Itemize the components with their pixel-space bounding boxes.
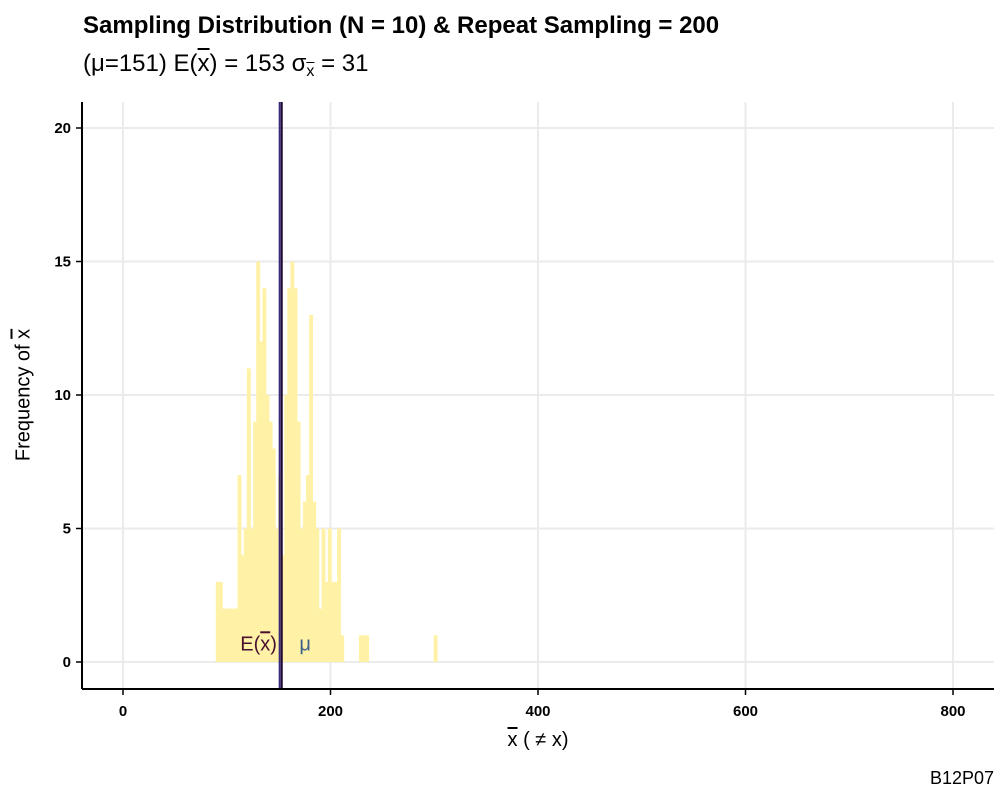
histogram-bar-41	[358, 635, 363, 662]
histogram-bar-23	[287, 288, 292, 662]
histogram-bar-5	[231, 608, 236, 662]
histogram-bar-18	[271, 448, 276, 662]
histogram-bar-7	[237, 475, 242, 662]
x-tick-label-200: 200	[318, 703, 343, 720]
mu-label: μ	[299, 633, 311, 655]
histogram-bar-28	[302, 501, 307, 662]
x-tick-label-0: 0	[119, 703, 127, 720]
histogram-bar-6	[234, 608, 239, 662]
histogram-bar-3	[225, 608, 230, 662]
histogram-bar-9	[243, 528, 248, 662]
histogram-bar-16	[265, 395, 270, 662]
histogram-bar-19	[274, 528, 279, 662]
subtitle-prefix: (μ=151) E(	[83, 50, 198, 77]
histogram-bar-8	[240, 555, 245, 662]
histogram-bar-22	[284, 395, 289, 662]
histogram-bar-43	[365, 635, 370, 662]
x-axis-label-xbar: x	[507, 729, 518, 751]
histogram-bar-27	[299, 528, 304, 662]
histogram-bar-26	[296, 421, 301, 662]
y-tick-label-0: 0	[63, 654, 71, 671]
subtitle-mid: ) = 153 σ	[209, 50, 307, 77]
x-tick-label-600: 600	[733, 703, 758, 720]
histogram-bar-38	[334, 581, 338, 662]
histogram-bar-40	[340, 635, 345, 662]
histogram-bar-12	[253, 421, 258, 662]
histogram-bar-42	[362, 635, 366, 662]
chart-title: Sampling Distribution (N = 10) & Repeat …	[83, 12, 720, 39]
subtitle-sigma-subscript: x	[306, 63, 315, 80]
histogram-bar-15	[262, 288, 267, 662]
y-tick-label-15: 15	[54, 254, 71, 271]
histogram-bar-31	[312, 501, 317, 662]
histogram-bar-21	[281, 555, 286, 662]
expected-value-label: E(x)	[240, 633, 277, 655]
x-tick-label-400: 400	[525, 703, 550, 720]
histogram-bar-32	[315, 528, 320, 662]
x-tick-label-800: 800	[940, 703, 965, 720]
histogram-bar-34	[321, 528, 326, 662]
histogram-bar-44	[433, 635, 438, 662]
histogram-bar-4	[228, 608, 233, 662]
histogram-bar-35	[324, 581, 329, 662]
histogram-bar-25	[293, 288, 298, 662]
histogram-bar-17	[268, 421, 273, 662]
histogram-bar-0	[215, 581, 220, 662]
histogram-bar-39	[337, 528, 342, 662]
chart-caption: B12P07	[929, 768, 994, 788]
y-tick-label-10: 10	[54, 387, 71, 404]
y-tick-label-20: 20	[54, 120, 71, 137]
histogram-bar-24	[290, 261, 295, 662]
histogram-bar-1	[218, 581, 223, 662]
x-axis-label: x ( ≠ x)	[508, 729, 569, 752]
y-tick-label-5: 5	[63, 521, 71, 538]
histogram-bar-33	[318, 608, 323, 662]
subtitle-suffix: = 31	[314, 50, 369, 77]
x-axis-label-rest: ( ≠ x)	[517, 729, 569, 751]
histogram-bar-2	[221, 608, 226, 662]
subtitle-xbar: x	[197, 50, 210, 77]
histogram-bar-14	[259, 341, 264, 662]
histogram-bar-36	[327, 528, 332, 662]
histogram-bar-10	[246, 368, 251, 662]
histogram-bar-37	[330, 581, 335, 662]
chart-subtitle: (μ=151) E(x) = 153 σx = 31	[83, 50, 368, 81]
histogram-bar-11	[249, 528, 254, 662]
histogram-bar-13	[256, 261, 261, 662]
histogram-bar-30	[309, 314, 314, 662]
histogram-bar-29	[306, 475, 310, 662]
